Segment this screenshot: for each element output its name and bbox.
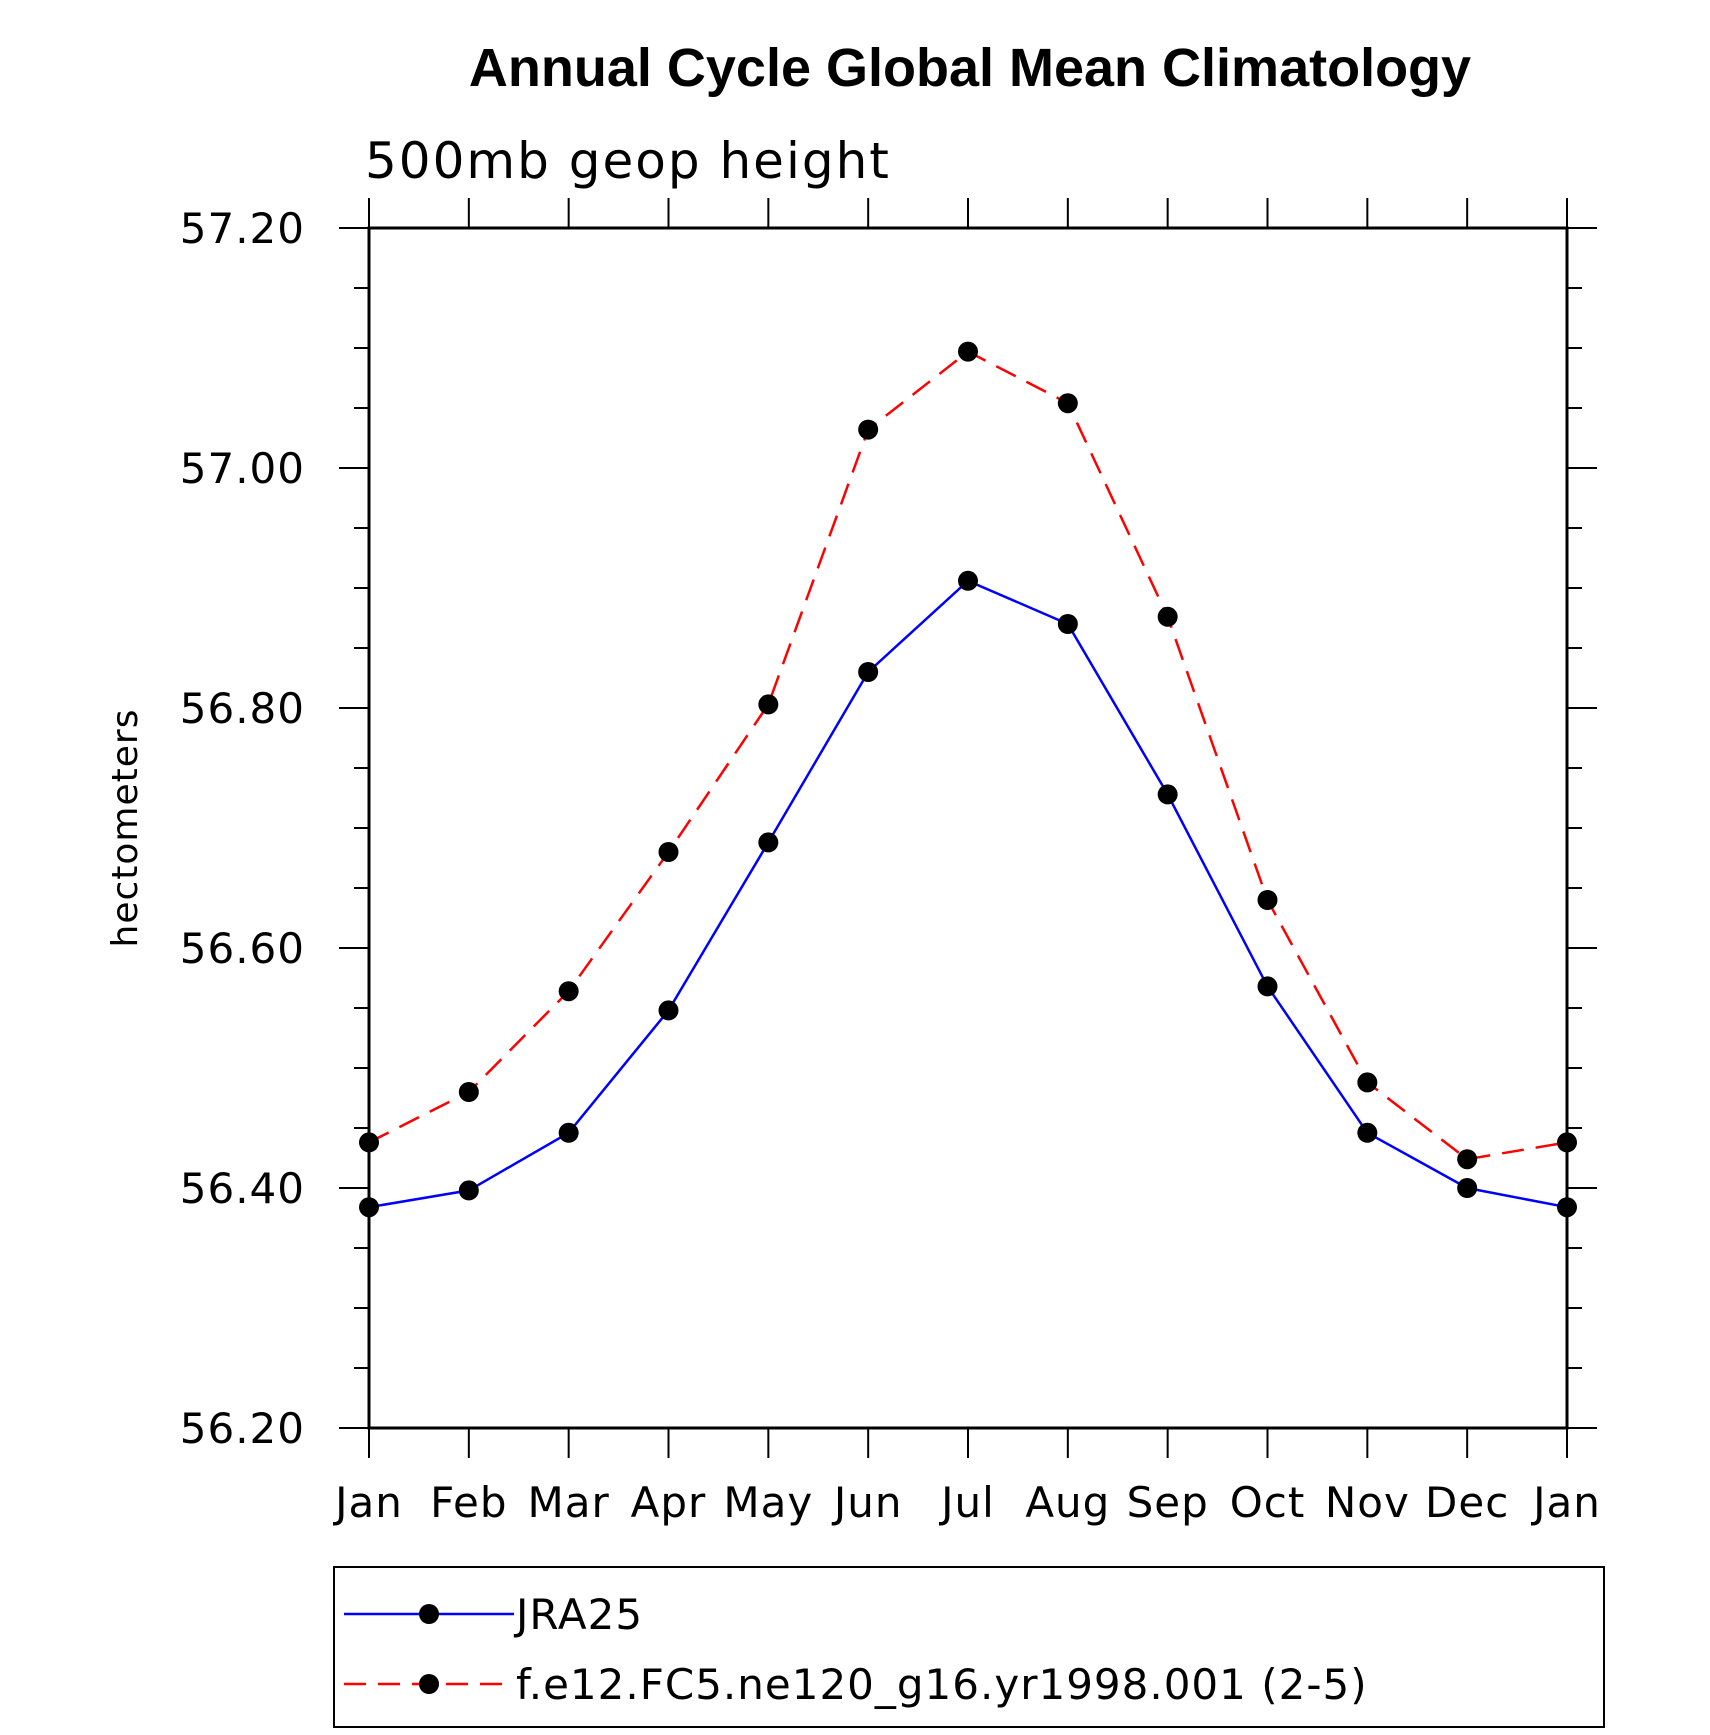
data-point-model — [1457, 1149, 1478, 1170]
chart-title: Annual Cycle Global Mean Climatology — [469, 38, 1471, 98]
data-point-model — [1057, 393, 1078, 414]
data-point-model — [1257, 890, 1278, 910]
y-tick-label: 56.20 — [180, 1404, 305, 1453]
data-point-model — [758, 694, 779, 715]
y-tick-label: 57.00 — [180, 444, 305, 493]
x-tick-label: Jun — [831, 1478, 903, 1527]
data-point-model — [558, 981, 579, 1002]
x-tick-label: Jan — [1530, 1478, 1601, 1527]
data-point-jra25 — [1457, 1178, 1478, 1198]
data-point-model — [1157, 606, 1178, 627]
plot-area — [367, 226, 1569, 1430]
x-tick-label: Jan — [332, 1478, 403, 1527]
y-axis-label: hectometers — [105, 709, 146, 948]
x-tick-label: Sep — [1127, 1478, 1209, 1527]
legend: JRA25 f.e12.FC5.ne120_g16.yr1998.001 (2-5… — [333, 1566, 1605, 1728]
legend-marker-model — [419, 1674, 439, 1694]
data-point-jra25 — [958, 570, 978, 591]
data-point-model — [359, 1132, 379, 1153]
data-point-model — [1357, 1072, 1378, 1093]
data-point-jra25 — [1057, 614, 1078, 634]
x-tick-label: Mar — [528, 1478, 610, 1527]
series-line-model — [368, 350, 1568, 1161]
legend-label-jra25: JRA25 — [513, 1590, 643, 1639]
data-point-jra25 — [1357, 1122, 1378, 1143]
data-point-jra25 — [558, 1122, 579, 1143]
data-point-model — [458, 1082, 479, 1102]
x-tick-label: Jul — [938, 1478, 995, 1527]
x-tick-label: Feb — [430, 1478, 507, 1527]
legend-marker-jra25 — [419, 1604, 439, 1624]
series-line-jra25 — [368, 579, 1568, 1209]
x-tick-label: May — [723, 1478, 813, 1527]
data-point-model — [958, 341, 978, 362]
data-point-model — [858, 419, 879, 440]
data-point-jra25 — [359, 1197, 379, 1218]
x-tick-label: Apr — [631, 1478, 707, 1527]
x-tick-label: Dec — [1425, 1478, 1509, 1527]
plot-border — [367, 226, 1569, 1430]
y-tick-label: 56.40 — [180, 1164, 305, 1213]
data-point-jra25 — [858, 662, 879, 682]
data-point-jra25 — [1157, 784, 1178, 805]
y-axis: 56.20 56.40 56.60 56.80 57.00 57.20 — [180, 204, 1597, 1453]
data-point-model — [658, 842, 679, 862]
legend-entries: JRA25 f.e12.FC5.ne120_g16.yr1998.001 (2-5… — [344, 1590, 1368, 1709]
legend-box — [333, 1566, 1605, 1728]
legend-label-model: f.e12.FC5.ne120_g16.yr1998.001 (2-5) — [516, 1660, 1368, 1709]
data-point-jra25 — [458, 1180, 479, 1201]
data-point-jra25 — [1257, 976, 1278, 997]
x-tick-label: Oct — [1230, 1478, 1306, 1527]
x-tick-label: Nov — [1325, 1478, 1410, 1527]
data-point-jra25 — [1557, 1197, 1577, 1218]
chart-subtitle: 500mb geop height — [365, 132, 891, 190]
y-tick-label: 57.20 — [180, 204, 305, 253]
x-tick-label: Aug — [1025, 1478, 1110, 1527]
y-tick-label: 56.60 — [180, 924, 305, 973]
y-tick-label: 56.80 — [180, 684, 305, 733]
data-point-jra25 — [658, 1000, 679, 1021]
x-axis: Jan Feb Mar Apr May Jun Jul Aug Sep Oct Nov Dec Jan — [332, 198, 1601, 1527]
data-point-model — [1557, 1132, 1577, 1153]
series-layer — [359, 341, 1577, 1218]
data-point-jra25 — [758, 832, 779, 853]
